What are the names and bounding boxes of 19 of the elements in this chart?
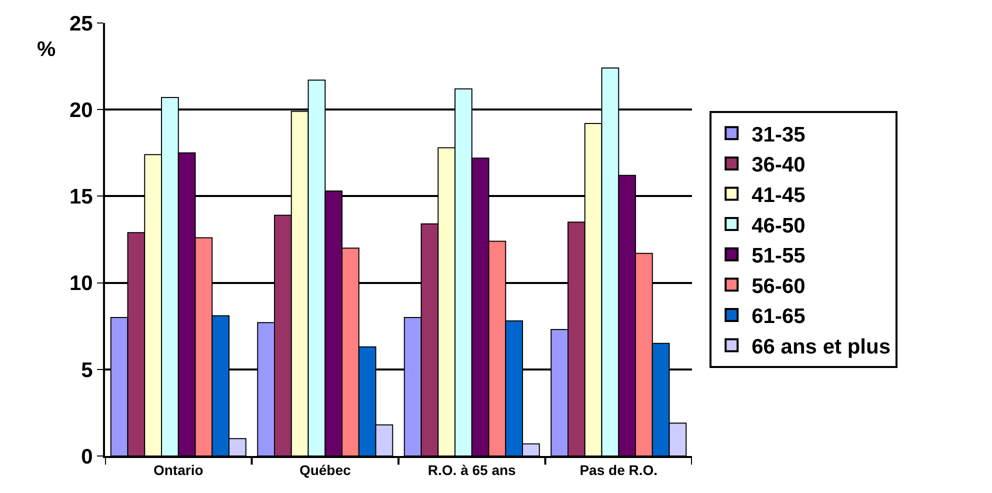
legend-label: 51-55 xyxy=(752,244,806,268)
y-tick-label: 10 xyxy=(69,272,93,296)
x-tick-label: R.O. à 65 ans xyxy=(428,462,516,478)
y-tick-label: 0 xyxy=(81,445,93,468)
x-tick-label: Ontario xyxy=(153,462,204,478)
y-tick-label: 20 xyxy=(69,98,93,122)
legend-label: 31-35 xyxy=(752,123,806,146)
legend-label: 46-50 xyxy=(752,214,806,238)
legend-label: 56-60 xyxy=(752,274,806,298)
y-axis-title: % xyxy=(37,38,56,61)
legend-label: 36-40 xyxy=(752,154,806,177)
y-tick-label: 15 xyxy=(69,186,94,209)
y-tick-label: 5 xyxy=(81,358,94,382)
x-tick-label: Québec xyxy=(299,462,352,478)
legend-label: 66 ans et plus xyxy=(752,335,890,358)
legend-label: 41-45 xyxy=(752,184,806,207)
x-tick-label: Pas de R.O. xyxy=(580,462,658,478)
legend-label: 61-65 xyxy=(752,305,806,328)
y-tick-label: 25 xyxy=(69,12,94,36)
